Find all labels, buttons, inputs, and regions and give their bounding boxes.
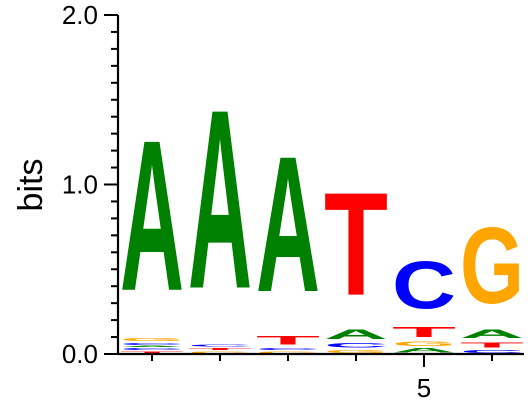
cytosine-letter: C: [188, 344, 252, 347]
y-tick-label: 1.0: [62, 170, 98, 200]
x-tick-label: 5: [417, 373, 431, 402]
cytosine-letter: C: [120, 342, 184, 345]
cytosine-letter: C: [256, 347, 320, 350]
thymine-letter: T: [460, 340, 524, 348]
cytosine-letter: C: [120, 347, 184, 350]
adenine-letter: A: [120, 346, 184, 348]
adenine-letter: A: [120, 95, 184, 336]
guanine-letter: G: [256, 351, 320, 354]
y-tick-label: 2.0: [62, 0, 98, 30]
adenine-letter: A: [392, 347, 456, 354]
cytosine-letter: C: [460, 349, 524, 354]
cytosine-letter: C: [324, 342, 388, 349]
guanine-letter: G: [324, 349, 388, 354]
adenine-letter: A: [188, 56, 252, 342]
guanine-letter: G: [460, 206, 524, 327]
guanine-letter: G: [188, 351, 252, 354]
cytosine-letter: C: [392, 246, 456, 323]
thymine-letter: T: [392, 323, 456, 340]
y-axis-title: bits: [12, 159, 50, 212]
thymine-letter: T: [120, 351, 184, 354]
adenine-letter: A: [256, 116, 320, 332]
thymine-letter: T: [256, 334, 320, 347]
axis-ticks: 0.0 1.0 2.0 5: [62, 0, 493, 402]
thymine-letter: T: [188, 347, 252, 350]
guanine-letter: G: [120, 337, 184, 342]
adenine-letter: A: [324, 327, 388, 342]
guanine-letter: G: [392, 340, 456, 347]
thymine-letter: T: [324, 163, 388, 326]
adenine-letter: A: [460, 327, 524, 340]
y-tick-label: 0.0: [62, 339, 98, 369]
